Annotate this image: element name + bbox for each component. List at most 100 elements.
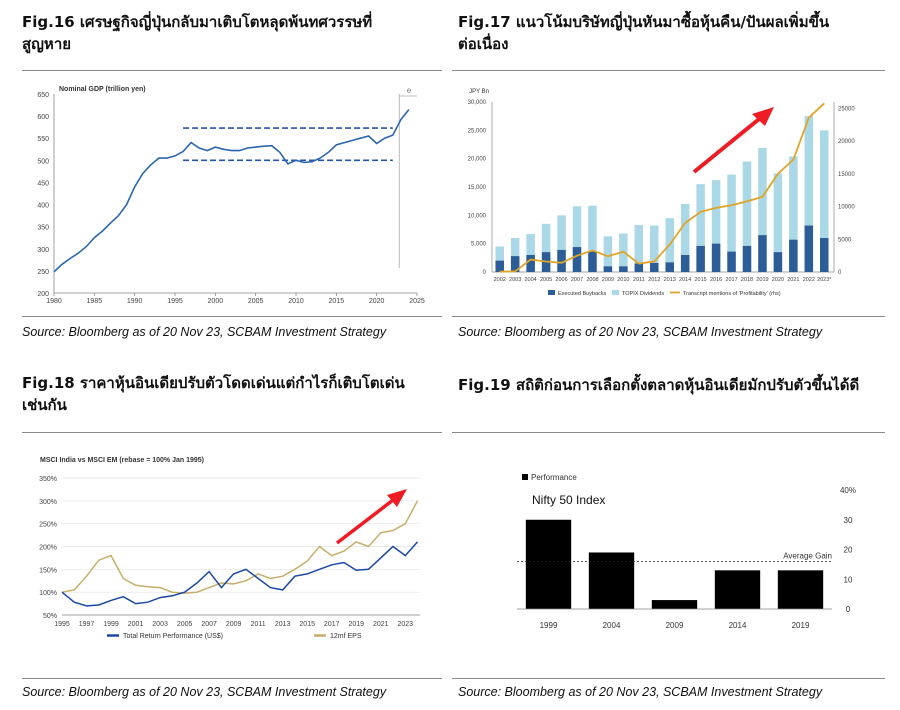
fig17-buybacks-bar (634, 263, 644, 272)
fig17-buybacks-bar (711, 243, 721, 272)
fig17-x-tick-label: 2008 (586, 277, 598, 283)
fig18-y-tick-label: 200% (39, 545, 57, 552)
fig17-dividends-bar (789, 156, 798, 272)
fig18-y-tick-label: 300% (39, 499, 57, 506)
fig16-y-tick-label: 400 (37, 203, 49, 210)
fig18-chart: MSCI India vs MSCI EM (rebase = 100% Jan… (39, 457, 420, 640)
fig16-y-tick-label: 600 (37, 114, 49, 121)
fig18-x-tick-label: 1995 (54, 621, 70, 628)
fig18-y-tick-label: 350% (39, 476, 57, 483)
fig18-legend-performance-label: Total Return Performance (US$) (123, 633, 223, 640)
fig16-x-tick-label: 2025 (409, 298, 425, 305)
fig17-x-tick-label: 2017 (725, 277, 737, 283)
fig17-dividends-bar (650, 225, 659, 272)
fig18-title: Fig.18 ราคาหุ้นอินเดียปรับตัวโดดเด่นแต่ก… (22, 372, 442, 416)
fig19-legend-swatch (522, 474, 528, 480)
fig17-buybacks-bar (789, 239, 798, 272)
fig18-trend-arrow (335, 495, 399, 545)
fig17-dividends-bar (588, 205, 597, 272)
fig16-title-line1: Fig.16 เศรษฐกิจญี่ปุ่นกลับมาเติบโตหลุดพ้… (22, 13, 373, 31)
fig17-source-rule (452, 316, 885, 317)
fig16-x-tick-label: 1995 (167, 298, 183, 305)
fig19-title-rule (452, 432, 885, 433)
fig16-chart-title: Nominal GDP (trillion yen) (59, 86, 146, 93)
fig17-dividends-bar (820, 130, 829, 272)
fig17-legend-buybacks-swatch (548, 290, 555, 295)
fig17-y-tick-label: 5,000 (471, 242, 487, 248)
fig17-buybacks-bar (758, 235, 767, 272)
fig18-trend-arrowhead (387, 489, 407, 507)
fig16-x-tick-label: 2015 (329, 298, 345, 305)
fig17-dividends-bar (603, 236, 613, 272)
fig17-dividends-bar (495, 246, 504, 272)
fig16-title-line2: สูญหาย (22, 35, 72, 53)
fig18-y-tick-label: 50% (43, 613, 57, 620)
fig17-buybacks-bar (680, 255, 690, 272)
fig16-x-tick-label: 1980 (46, 298, 62, 305)
fig19-x-tick-label: 1999 (540, 621, 558, 630)
fig16-y-tick-label: 650 (37, 92, 49, 99)
fig17-x-tick-label: 2021 (787, 277, 799, 283)
fig17-dividends-bar (742, 161, 752, 272)
fig18-x-tick-label: 2021 (373, 621, 389, 628)
fig18-x-tick-label: 1999 (103, 621, 119, 628)
fig18-source: Source: Bloomberg as of 20 Nov 23, SCBAM… (22, 685, 387, 699)
fig18-y-tick-label: 100% (39, 590, 57, 597)
fig18-y-tick-label: 250% (39, 522, 57, 529)
fig17-dividends-bar (510, 238, 520, 272)
fig16-y-tick-label: 450 (37, 180, 49, 187)
fig17-x-tick-label: 2005 (540, 277, 552, 283)
fig17-buybacks-bar (510, 256, 520, 272)
fig17-buybacks-bar (804, 225, 814, 272)
fig17-y-tick-label: 20,000 (468, 157, 487, 163)
fig17-trend-arrowhead (752, 107, 774, 126)
fig17-dividends-bar (541, 223, 551, 272)
fig17-dividends-bar (773, 173, 783, 272)
fig19-x-tick-label: 2009 (666, 621, 684, 630)
fig17-y2-tick-label: 20000 (838, 139, 855, 145)
fig17-buybacks-bar (495, 260, 504, 272)
fig19-source-rule (452, 678, 885, 679)
fig17-y2-tick-label: 5000 (838, 237, 852, 243)
fig18-x-tick-label: 2003 (152, 621, 168, 628)
fig18-eps-line (61, 500, 419, 594)
fig17-title-line1: Fig.17 แนวโน้มบริษัทญี่ปุ่นหันมาซื้อหุ้น… (458, 13, 830, 31)
fig17-x-tick-label: 2015 (695, 277, 707, 283)
fig17-buybacks-bar (603, 266, 613, 272)
fig17-x-tick-label: 2013 (664, 277, 676, 283)
fig16-x-tick-label: 1990 (127, 298, 143, 305)
fig17-buybacks-bar (588, 251, 597, 272)
fig17-y2-tick-label: 15000 (838, 172, 855, 178)
fig18-x-tick-label: 2013 (275, 621, 291, 628)
fig16-x-tick-label: 2005 (248, 298, 264, 305)
fig18-title-line2: เช่นกัน (22, 396, 67, 414)
fig16-chart: Nominal GDP (trillion yen) 200 250 300 350 40… (37, 86, 425, 305)
fig19-y-tick-label: 0 (846, 605, 851, 614)
fig17-x-tick-label: 2020 (772, 277, 784, 283)
fig16-title-rule (22, 70, 442, 71)
fig18-title-line1: Fig.18 ราคาหุ้นอินเดียปรับตัวโดดเด่นแต่ก… (22, 374, 405, 392)
fig17-source: Source: Bloomberg as of 20 Nov 23, SCBAM… (458, 325, 823, 339)
fig19-y-tick-label: 40% (840, 486, 856, 495)
fig19-chart: Performance Nifty 50 Index 0 10 20 30 40% 1999 2… (517, 473, 856, 630)
fig16-x-tick-label: 2020 (369, 298, 385, 305)
fig18-title-rule (22, 432, 442, 433)
fig18-y-tick-label: 150% (39, 567, 57, 574)
fig17-y2-tick-label: 10000 (838, 205, 855, 211)
fig19-x-tick-label: 2004 (603, 621, 621, 630)
fig17-dividends-bar (804, 116, 814, 272)
fig17-dividends-bar (572, 206, 582, 272)
fig17-buybacks-bar (619, 266, 628, 272)
fig17-title: Fig.17 แนวโน้มบริษัทญี่ปุ่นหันมาซื้อหุ้น… (458, 11, 888, 55)
fig17-x-tick-label: 2007 (571, 277, 583, 283)
fig17-buybacks-bar (820, 238, 829, 272)
fig19-performance-bar (651, 600, 698, 609)
fig17-x-tick-label: 2016 (710, 277, 722, 283)
fig16-x-tick-label: 1985 (87, 298, 103, 305)
fig17-transcript-line (499, 102, 825, 273)
fig17-y2-tick-label: 25000 (838, 107, 855, 113)
fig16-x-tick-label: 2000 (208, 298, 224, 305)
fig17-legend-transcript-label: Transcript mentions of 'Profitability' (… (683, 291, 781, 297)
fig18-x-tick-label: 2001 (128, 621, 144, 628)
fig17-legend-buybacks-label: Executed Buybacks (558, 291, 607, 297)
